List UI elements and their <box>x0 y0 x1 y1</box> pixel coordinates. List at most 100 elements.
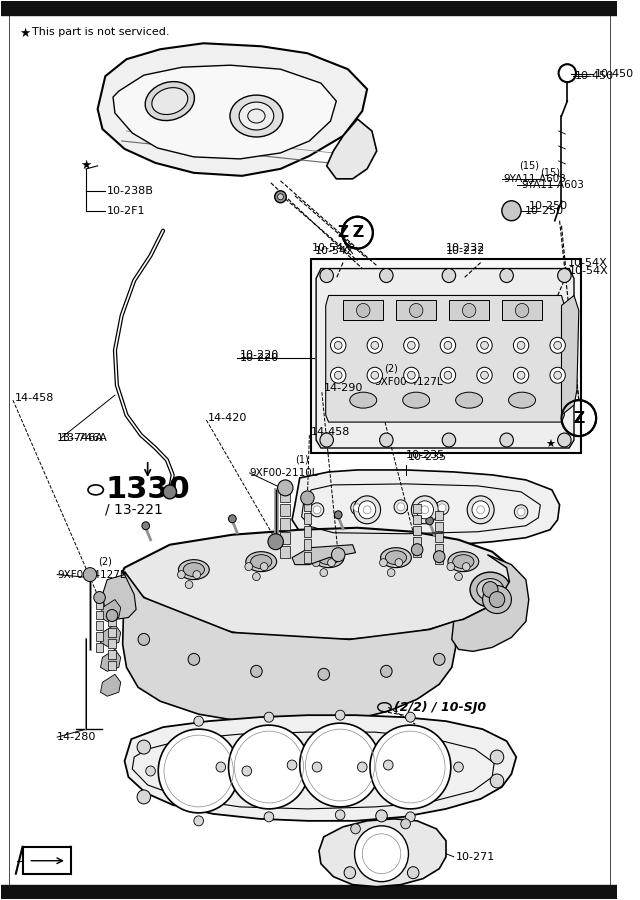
Ellipse shape <box>385 551 406 564</box>
Circle shape <box>344 867 356 878</box>
Circle shape <box>137 740 150 754</box>
Circle shape <box>550 338 565 354</box>
Bar <box>280 545 290 558</box>
Bar <box>108 628 116 637</box>
Ellipse shape <box>456 392 483 408</box>
Circle shape <box>328 559 335 567</box>
Circle shape <box>554 341 561 349</box>
Polygon shape <box>452 554 529 652</box>
Circle shape <box>500 433 513 447</box>
Circle shape <box>371 341 379 349</box>
Circle shape <box>142 522 150 530</box>
Bar <box>502 301 542 320</box>
Circle shape <box>163 485 177 499</box>
Text: 10-238B: 10-238B <box>108 185 154 196</box>
Ellipse shape <box>251 554 272 569</box>
Circle shape <box>318 669 330 680</box>
Circle shape <box>395 559 403 567</box>
Text: 14-290: 14-290 <box>324 383 363 393</box>
Circle shape <box>260 562 268 571</box>
Polygon shape <box>326 295 564 422</box>
Ellipse shape <box>318 551 339 564</box>
Text: 10-220: 10-220 <box>240 350 279 360</box>
Circle shape <box>313 506 321 514</box>
Circle shape <box>330 367 346 383</box>
Bar <box>413 526 421 535</box>
Circle shape <box>490 774 504 788</box>
Polygon shape <box>100 674 121 697</box>
Bar <box>449 301 490 320</box>
Circle shape <box>477 338 492 354</box>
Circle shape <box>146 766 156 776</box>
Circle shape <box>356 303 370 318</box>
Polygon shape <box>316 268 574 448</box>
Circle shape <box>416 500 433 518</box>
Circle shape <box>381 665 392 678</box>
Circle shape <box>483 581 498 598</box>
Polygon shape <box>22 847 70 874</box>
Circle shape <box>310 503 324 517</box>
Circle shape <box>557 268 571 283</box>
Bar <box>108 617 116 626</box>
Circle shape <box>358 500 376 518</box>
Text: 1330: 1330 <box>106 475 190 504</box>
Bar <box>303 513 311 524</box>
Bar <box>311 258 580 453</box>
Circle shape <box>335 810 345 820</box>
Text: 14-280: 14-280 <box>57 732 97 742</box>
Bar <box>280 490 290 502</box>
Circle shape <box>517 371 525 379</box>
Text: 14-458: 14-458 <box>15 393 54 403</box>
Ellipse shape <box>350 392 377 408</box>
Circle shape <box>334 511 342 518</box>
Circle shape <box>355 826 408 882</box>
Text: FWD: FWD <box>27 853 67 868</box>
Circle shape <box>467 496 494 524</box>
Text: This part is not serviced.: This part is not serviced. <box>32 27 170 37</box>
Circle shape <box>401 819 410 829</box>
Circle shape <box>358 762 367 772</box>
Text: (1): (1) <box>295 455 308 465</box>
Circle shape <box>242 766 252 776</box>
Polygon shape <box>292 544 356 564</box>
Ellipse shape <box>452 554 474 569</box>
Circle shape <box>354 496 381 524</box>
Circle shape <box>94 591 106 604</box>
Circle shape <box>438 504 446 512</box>
Circle shape <box>394 500 408 514</box>
Bar <box>96 622 104 630</box>
Circle shape <box>138 634 150 645</box>
Circle shape <box>412 544 423 555</box>
Text: (2/2) / 10-SJ0: (2/2) / 10-SJ0 <box>394 701 486 714</box>
Circle shape <box>502 201 521 220</box>
Polygon shape <box>292 470 559 545</box>
Bar <box>303 539 311 550</box>
Polygon shape <box>123 527 511 639</box>
Circle shape <box>354 504 362 512</box>
Bar <box>96 610 104 619</box>
Circle shape <box>433 653 445 665</box>
Circle shape <box>426 517 433 525</box>
Circle shape <box>462 303 476 318</box>
Text: (15): (15) <box>540 168 561 178</box>
Bar <box>280 532 290 544</box>
Circle shape <box>312 762 322 772</box>
Text: 10-54X: 10-54X <box>569 266 609 275</box>
Circle shape <box>477 367 492 383</box>
Circle shape <box>376 810 387 822</box>
Ellipse shape <box>183 562 204 577</box>
Text: 10-450: 10-450 <box>575 71 614 81</box>
Text: / 13-221: / 13-221 <box>106 503 163 517</box>
Text: 9XF00-4127L: 9XF00-4127L <box>57 570 126 580</box>
Circle shape <box>479 506 486 514</box>
Circle shape <box>194 716 204 726</box>
Circle shape <box>404 367 419 383</box>
Circle shape <box>188 653 200 665</box>
Circle shape <box>330 338 346 354</box>
Bar <box>343 301 383 320</box>
Ellipse shape <box>313 548 344 568</box>
Circle shape <box>278 480 293 496</box>
Circle shape <box>228 725 309 809</box>
Circle shape <box>351 500 364 515</box>
Ellipse shape <box>470 572 511 607</box>
